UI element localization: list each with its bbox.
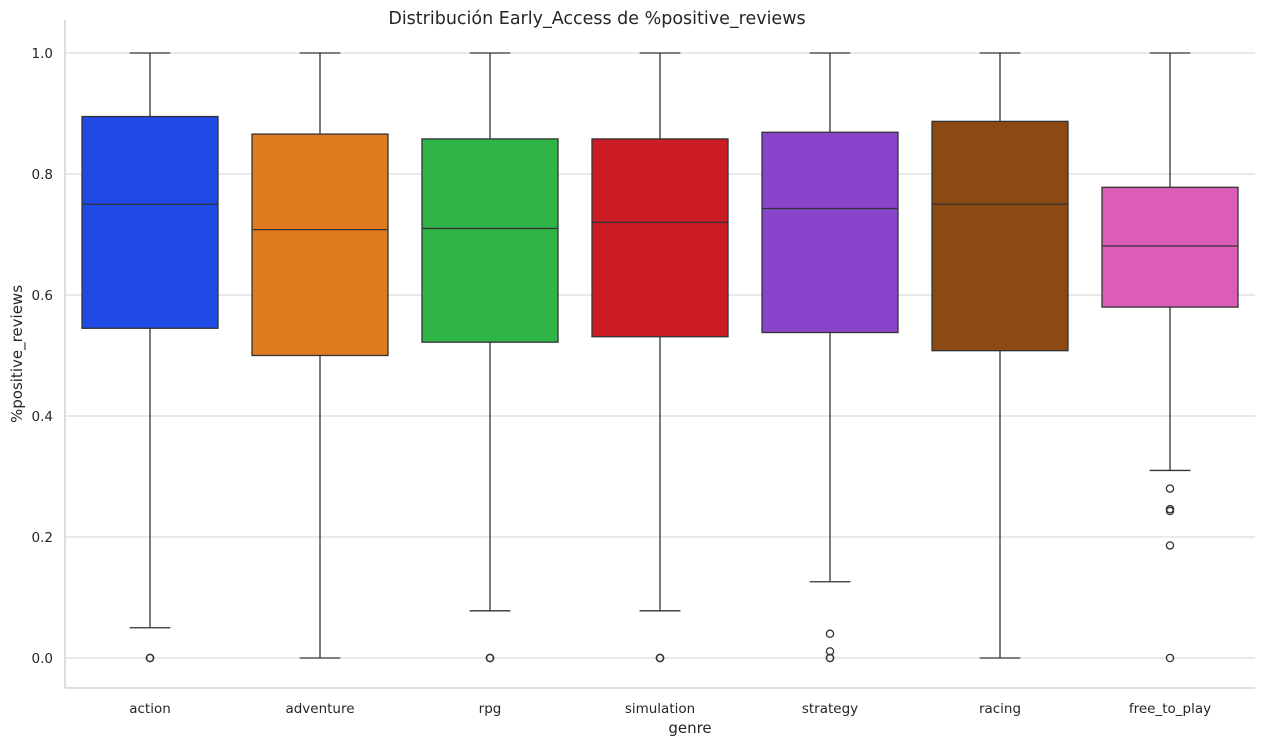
- y-axis-label: %positive_reviews: [8, 285, 27, 423]
- box-racing: [931, 52, 1069, 659]
- x-axis-label: genre: [668, 719, 711, 737]
- iqr-box: [591, 138, 729, 338]
- iqr-box: [761, 131, 899, 334]
- y-tick-label: 0.8: [32, 167, 53, 183]
- outlier-point: [1165, 541, 1175, 550]
- outlier-point: [1165, 484, 1175, 493]
- outlier-point: [655, 653, 665, 663]
- box-strategy: [761, 52, 899, 663]
- x-tick-label: free_to_play: [1129, 701, 1211, 717]
- outlier-point: [145, 653, 155, 663]
- iqr-box: [1101, 186, 1239, 308]
- outlier-point: [825, 653, 835, 663]
- iqr-box: [931, 120, 1069, 352]
- iqr-box: [251, 133, 389, 357]
- y-tick-label: 1.0: [32, 46, 53, 62]
- y-tick-label: 0.0: [32, 651, 53, 667]
- outlier-point: [1165, 653, 1175, 663]
- box-simulation: [591, 52, 729, 663]
- axes: [64, 20, 1255, 689]
- iqr-box: [421, 138, 559, 343]
- box-series: [81, 52, 1239, 663]
- y-tick-label: 0.6: [32, 288, 53, 304]
- y-tick-label: 0.4: [32, 409, 53, 425]
- chart-title: Distribución Early_Access de %positive_r…: [388, 9, 805, 29]
- box-action: [81, 52, 219, 663]
- x-tick-label: strategy: [802, 701, 858, 717]
- x-tick-label: rpg: [479, 701, 502, 717]
- outlier-point: [825, 629, 835, 639]
- x-tick-label: simulation: [625, 701, 695, 717]
- x-tick-label: action: [129, 701, 171, 717]
- outlier-point: [485, 653, 495, 663]
- box-rpg: [421, 52, 559, 663]
- y-tick-labels: 0.0 0.2 0.4 0.6 0.8 1.0: [32, 46, 53, 667]
- box-adventure: [251, 52, 389, 659]
- x-tick-labels: action adventure rpg simulation strategy raci…: [129, 701, 1211, 717]
- x-tick-label: adventure: [285, 701, 354, 717]
- outlier-point: [1165, 506, 1175, 516]
- iqr-box: [81, 115, 219, 329]
- x-tick-label: racing: [979, 701, 1021, 717]
- y-tick-label: 0.2: [32, 530, 53, 546]
- box-free_to_play: [1101, 52, 1239, 663]
